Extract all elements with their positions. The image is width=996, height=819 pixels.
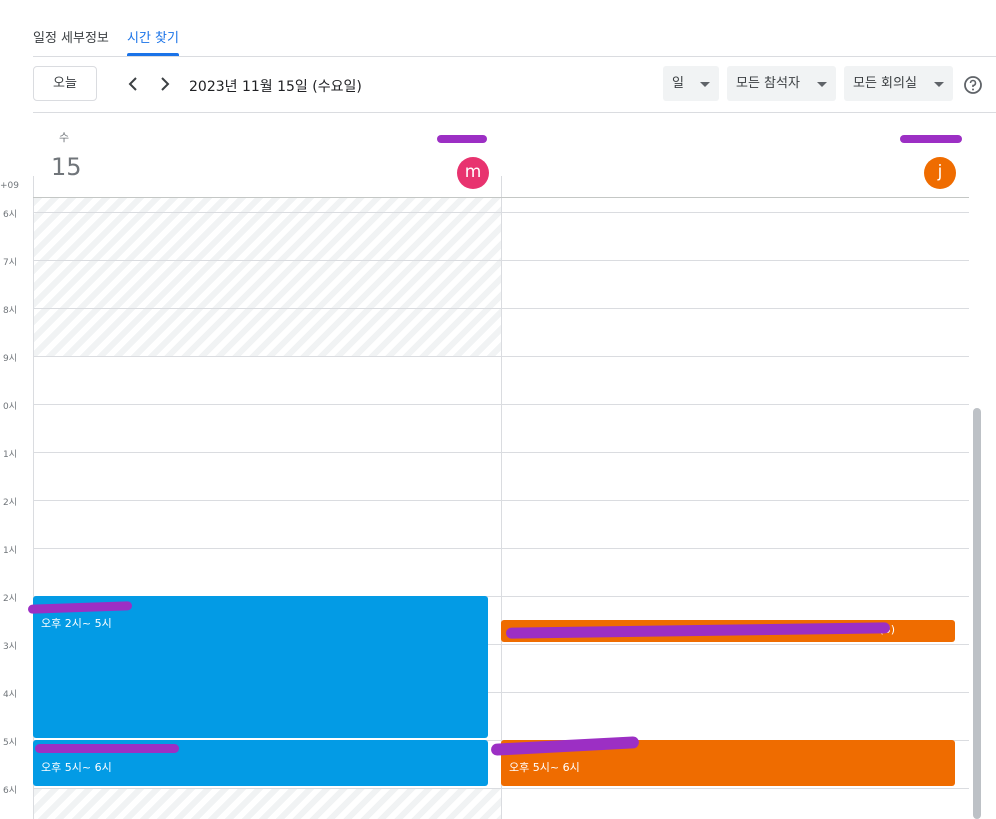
hour-label: 0시 — [2, 402, 17, 412]
redaction — [437, 135, 487, 143]
unavailable — [34, 789, 501, 819]
hour-line — [33, 500, 969, 501]
unavailable — [34, 198, 501, 356]
column-line — [33, 176, 34, 819]
hour-line — [33, 404, 969, 405]
hour-label: 6시 — [2, 210, 17, 220]
hour-label: 3시 — [2, 642, 17, 652]
hour-label: 1시 — [2, 546, 17, 556]
hour-line — [33, 548, 969, 549]
view-dropdown[interactable]: 일 — [663, 66, 719, 101]
hour-label: 8시 — [2, 306, 17, 316]
event-time: 오후 5시~ 6시 — [509, 761, 580, 774]
hour-label: 7시 — [2, 258, 17, 268]
hour-line — [33, 788, 969, 789]
hour-line — [33, 596, 969, 597]
hour-label: 5시 — [2, 738, 17, 748]
prev[interactable] — [128, 77, 137, 91]
header-line — [33, 197, 969, 198]
hour-label: 9시 — [2, 354, 17, 364]
event-time: 오후 2시~ 5시 — [41, 617, 112, 630]
redaction — [35, 744, 179, 753]
tab-active[interactable]: 시간 찾기 — [127, 31, 179, 46]
tab-underline — [127, 53, 179, 56]
weekday: 수 — [59, 131, 70, 144]
label: 모든 회의실 — [853, 76, 917, 91]
label: 모든 참석자 — [736, 76, 800, 91]
hour-line — [33, 308, 969, 309]
event[interactable]: 오후 5시~ 6시 — [501, 740, 955, 786]
event-time: 오후 5시~ 6시 — [41, 761, 112, 774]
nav-arrows[interactable] — [124, 75, 178, 93]
hour-label: 2시 — [2, 594, 17, 604]
redaction — [900, 135, 962, 143]
column-line — [501, 176, 502, 819]
today-button[interactable]: 오늘 — [33, 66, 97, 101]
help-icon[interactable] — [963, 75, 983, 95]
next[interactable] — [161, 77, 170, 91]
hour-line — [33, 452, 969, 453]
hour-line — [33, 356, 969, 357]
divider — [33, 112, 996, 113]
day-number: 15 — [51, 153, 82, 181]
hour-line — [33, 260, 969, 261]
divider — [33, 56, 996, 57]
date-label: 2023년 11월 15일 (수요일) — [189, 79, 362, 95]
hour-line — [33, 692, 969, 693]
timezone: +09 — [0, 181, 19, 191]
event[interactable]: 오후 2시~ 5시 — [33, 596, 488, 738]
attendee-dropdown[interactable]: 모든 참석자 — [727, 66, 836, 101]
hour-label: 6시 — [2, 786, 17, 796]
scrollbar[interactable] — [973, 408, 981, 819]
hour-label: 4시 — [2, 690, 17, 700]
label: 일 — [672, 76, 684, 91]
avatar: j — [924, 157, 956, 189]
tab[interactable]: 일정 세부정보 — [33, 31, 109, 46]
hour-line — [33, 212, 969, 213]
avatar: m — [457, 157, 489, 189]
room-dropdown[interactable]: 모든 회의실 — [844, 66, 953, 101]
hour-line — [33, 644, 969, 645]
hour-label: 1시 — [2, 450, 17, 460]
hour-label: 2시 — [2, 498, 17, 508]
